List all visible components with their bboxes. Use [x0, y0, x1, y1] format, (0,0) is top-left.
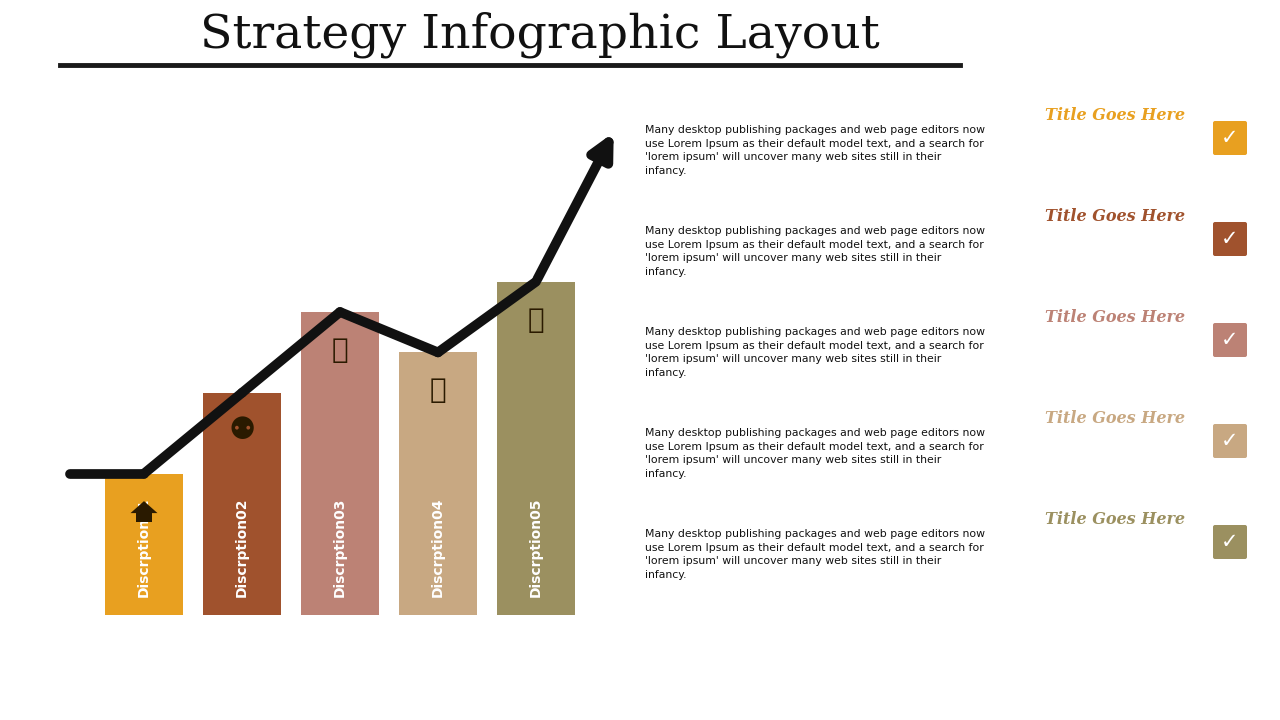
Text: Many desktop publishing packages and web page editors now
use Lorem Ipsum as the: Many desktop publishing packages and web…: [645, 428, 986, 479]
Text: Title Goes Here: Title Goes Here: [1044, 309, 1185, 326]
Text: Discrption03: Discrption03: [333, 498, 347, 597]
Text: 💡: 💡: [527, 306, 544, 333]
Text: ✓: ✓: [1221, 128, 1239, 148]
FancyBboxPatch shape: [1213, 323, 1247, 357]
FancyBboxPatch shape: [1213, 525, 1247, 559]
Bar: [399, 352, 477, 615]
Polygon shape: [131, 501, 157, 513]
Text: ✓: ✓: [1221, 532, 1239, 552]
Text: Discrption04: Discrption04: [431, 498, 445, 597]
Text: Many desktop publishing packages and web page editors now
use Lorem Ipsum as the: Many desktop publishing packages and web…: [645, 529, 986, 580]
Text: 🌐: 🌐: [430, 377, 447, 405]
Bar: [105, 474, 183, 615]
Text: Strategy Infographic Layout: Strategy Infographic Layout: [200, 12, 879, 58]
Text: Many desktop publishing packages and web page editors now
use Lorem Ipsum as the: Many desktop publishing packages and web…: [645, 327, 986, 378]
FancyBboxPatch shape: [1213, 121, 1247, 155]
Text: Many desktop publishing packages and web page editors now
use Lorem Ipsum as the: Many desktop publishing packages and web…: [645, 226, 986, 276]
Text: Many desktop publishing packages and web page editors now
use Lorem Ipsum as the: Many desktop publishing packages and web…: [645, 125, 986, 176]
FancyBboxPatch shape: [1213, 222, 1247, 256]
Text: Title Goes Here: Title Goes Here: [1044, 511, 1185, 528]
Bar: [204, 393, 282, 615]
Bar: [497, 282, 575, 615]
Text: ✓: ✓: [1221, 229, 1239, 249]
Bar: [301, 312, 379, 615]
Text: Discrption02: Discrption02: [236, 498, 250, 597]
Text: Title Goes Here: Title Goes Here: [1044, 107, 1185, 124]
Text: ✓: ✓: [1221, 330, 1239, 350]
Text: Discrption05: Discrption05: [529, 498, 543, 597]
Text: Title Goes Here: Title Goes Here: [1044, 410, 1185, 427]
Text: Title Goes Here: Title Goes Here: [1044, 208, 1185, 225]
Text: ⚉: ⚉: [228, 416, 256, 445]
Text: 🌍: 🌍: [332, 336, 348, 364]
Text: ✓: ✓: [1221, 431, 1239, 451]
Text: Discrption01: Discrption01: [137, 498, 151, 597]
FancyBboxPatch shape: [1213, 424, 1247, 458]
Bar: [136, 508, 152, 522]
